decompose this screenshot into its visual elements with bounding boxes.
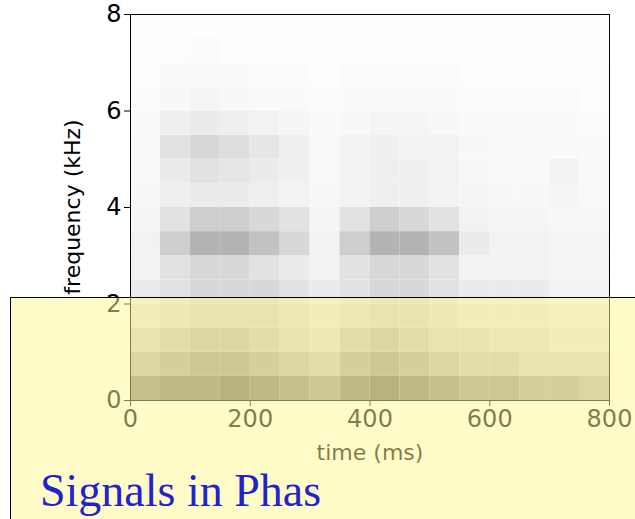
svg-text:8: 8 bbox=[106, 0, 121, 28]
svg-text:6: 6 bbox=[106, 97, 121, 125]
html-text:Signals in Phas: Signals in Phas bbox=[40, 465, 322, 516]
html-text:time (ms): time (ms) bbox=[316, 440, 424, 465]
html-text:frequency (kHz): frequency (kHz) bbox=[59, 119, 85, 295]
svg-text:4: 4 bbox=[106, 193, 121, 221]
